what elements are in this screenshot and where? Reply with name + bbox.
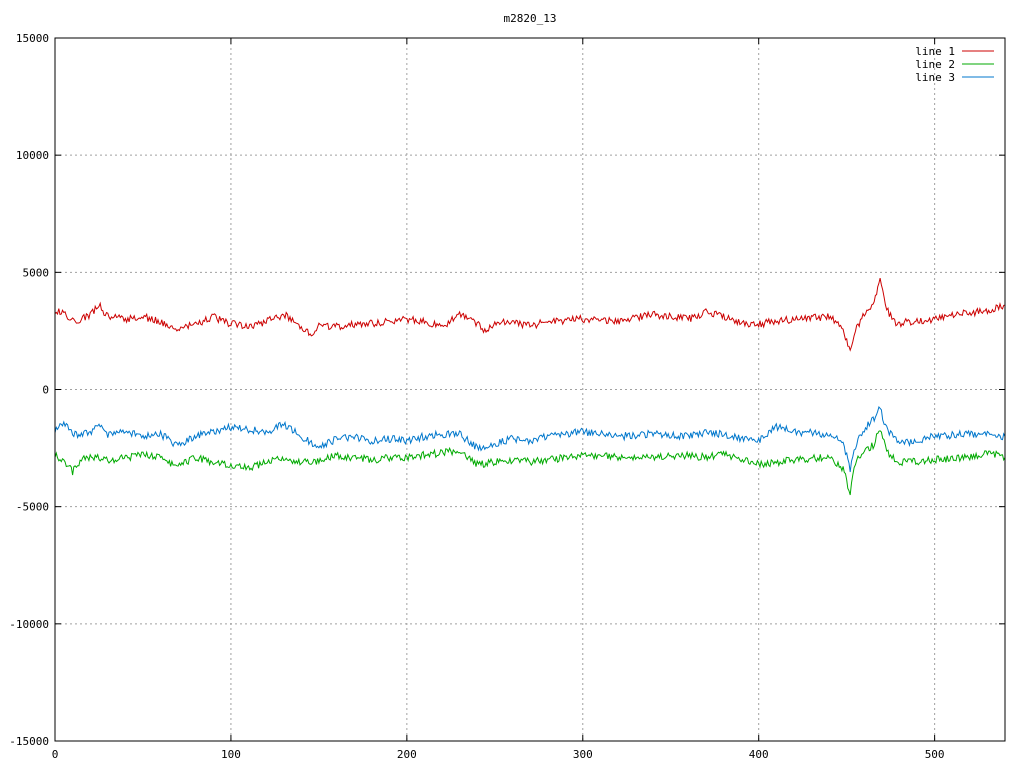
y-tick-label: 10000 (16, 149, 49, 162)
grid (55, 38, 1005, 741)
y-tick-label: 15000 (16, 32, 49, 45)
x-tick-label: 400 (749, 748, 769, 761)
x-tick-label: 100 (221, 748, 241, 761)
y-tick-label: -15000 (9, 735, 49, 748)
x-tick-label: 300 (573, 748, 593, 761)
chart-title: m2820_13 (504, 12, 557, 25)
legend-label: line 3 (915, 71, 955, 84)
axis-ticks: -15000 -10000 -5000 0 5000 10000 15000 0 100 200 3… (9, 32, 1005, 761)
y-tick-label: 0 (42, 384, 49, 397)
series-group (54, 277, 1006, 496)
y-tick-label: 5000 (23, 266, 50, 279)
y-tick-label: -5000 (16, 501, 49, 514)
series-line-3 (54, 406, 1006, 473)
series-line-1 (54, 277, 1006, 352)
series-line-2 (54, 430, 1006, 496)
legend-label: line 2 (915, 58, 955, 71)
x-tick-label: 0 (52, 748, 59, 761)
legend-label: line 1 (915, 45, 955, 58)
y-tick-label: -10000 (9, 618, 49, 631)
x-tick-label: 500 (925, 748, 945, 761)
x-tick-label: 200 (397, 748, 417, 761)
